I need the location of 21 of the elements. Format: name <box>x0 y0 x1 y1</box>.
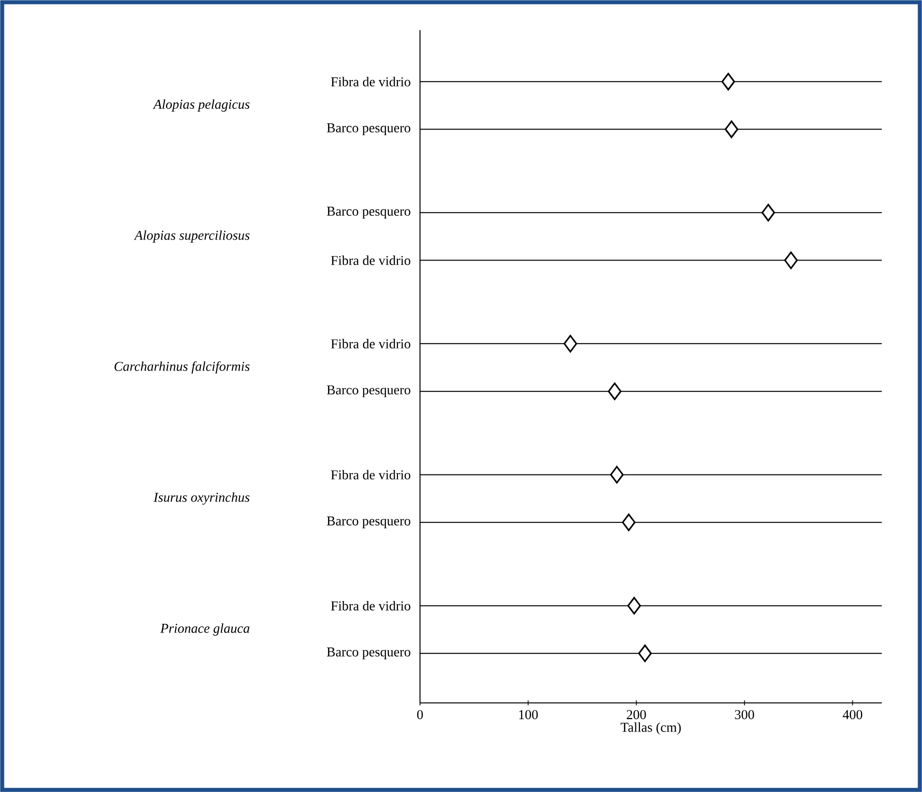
text: Carcharhinus falciformis <box>114 361 250 374</box>
x-tick-label: 400 <box>842 710 862 720</box>
y-tick-label: Barco pesquero <box>326 123 410 136</box>
x-tick-label: 200 <box>626 710 646 720</box>
text: Prionace glauca <box>160 623 250 636</box>
y-tick-label: Barco pesquero <box>326 385 410 398</box>
y-tick-label: Fibra de vidrio <box>331 338 410 348</box>
text: Isurus oxyrinchus <box>154 492 250 505</box>
y-tick-label: Barco pesquero <box>326 516 410 528</box>
y-tick-label: Fibra de vidrio <box>331 256 410 266</box>
text: Alopias pelagicus <box>152 99 250 112</box>
y-tick-label: Barco pesquero <box>326 206 410 218</box>
x-tick-label: 100 <box>519 710 538 720</box>
x-tick-label: 300 <box>734 710 754 720</box>
text: Alopias superciliosus <box>134 230 250 243</box>
y-tick-label: Fibra de vidrio <box>331 76 410 86</box>
y-tick-label: Fibra de vidrio <box>331 470 410 480</box>
y-tick-label: Fibra de vidrio <box>331 600 410 610</box>
y-tick-label: Barco pesquero <box>326 647 410 660</box>
x-axis-title: Tallas (cm) <box>620 722 681 735</box>
x-tick-label: 0 <box>417 710 423 720</box>
